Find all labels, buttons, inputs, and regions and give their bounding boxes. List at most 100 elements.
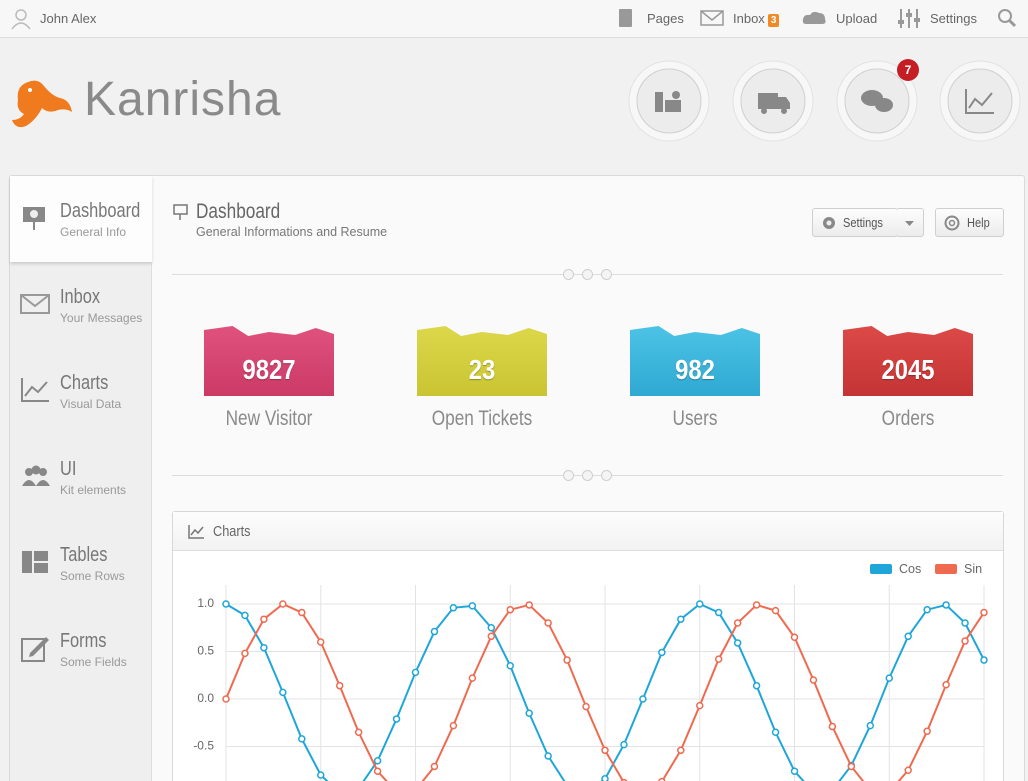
data-point xyxy=(809,676,818,684)
data-point xyxy=(430,627,439,636)
data-point xyxy=(904,766,912,774)
y-tick-label: -0.5 xyxy=(193,739,214,753)
data-point xyxy=(506,605,514,614)
sidebar-icon xyxy=(20,294,50,314)
logo-text[interactable]: Kanrisha xyxy=(84,73,282,126)
stat-card[interactable]: 23 xyxy=(417,326,547,396)
data-point xyxy=(771,728,780,736)
sidebar-item[interactable]: UI Kit elements xyxy=(10,434,151,520)
sidebar-subtitle: Kit elements xyxy=(60,483,127,497)
stat-card[interactable]: 2045 xyxy=(843,326,973,396)
data-point xyxy=(601,746,609,755)
data-point xyxy=(317,771,325,779)
data-point xyxy=(449,604,458,612)
sidebar-title: Dashboard xyxy=(60,200,141,222)
data-point xyxy=(752,601,761,609)
settings-button[interactable]: Settings xyxy=(812,208,898,237)
nav-item[interactable]: Upload xyxy=(836,11,877,26)
sidebar-item[interactable]: Forms Some Fields xyxy=(10,606,151,692)
data-point xyxy=(241,649,249,658)
y-tick-label: 0.0 xyxy=(197,691,214,705)
sidebar-item[interactable]: Inbox Your Messages xyxy=(10,262,151,348)
data-point xyxy=(241,611,249,620)
data-point xyxy=(942,681,950,689)
nav-item[interactable]: Settings xyxy=(930,11,977,26)
data-point xyxy=(335,681,344,690)
data-point xyxy=(677,615,685,623)
stat-label: New Visitor xyxy=(225,407,313,430)
sidebar-subtitle: Some Fields xyxy=(60,655,127,669)
sidebar-item[interactable]: Charts Visual Data xyxy=(10,348,151,434)
data-point xyxy=(430,762,439,771)
sidebar-subtitle: Some Rows xyxy=(60,569,125,583)
data-point xyxy=(392,715,401,723)
gear-icon xyxy=(823,217,835,229)
sidebar-title: Tables xyxy=(60,544,108,566)
data-point xyxy=(449,721,458,730)
legend-swatch xyxy=(870,564,892,574)
data-point xyxy=(563,656,571,664)
help-icon xyxy=(944,215,960,231)
data-point xyxy=(942,601,950,609)
stat-label: Orders xyxy=(881,407,935,430)
divider-dot xyxy=(582,269,593,280)
y-tick-label: 1.0 xyxy=(197,596,214,610)
data-point xyxy=(866,721,875,730)
data-point xyxy=(885,674,893,682)
nav-label: Inbox xyxy=(733,11,765,26)
button-label: Settings xyxy=(843,215,883,230)
nav-label: Pages xyxy=(647,11,684,26)
top-bar: John Alex Pages Inbox 3 Upload Settings xyxy=(0,0,1028,38)
data-point xyxy=(714,608,723,617)
data-point xyxy=(525,601,533,609)
divider-dot xyxy=(563,269,574,280)
data-point xyxy=(279,688,287,697)
stat-value: 9827 xyxy=(242,354,296,385)
caret xyxy=(905,221,914,226)
nav-label: Upload xyxy=(836,11,878,26)
data-point xyxy=(487,624,496,632)
data-point xyxy=(222,600,230,608)
sidebar-subtitle: Visual Data xyxy=(60,397,122,411)
data-point xyxy=(847,762,856,771)
data-point xyxy=(677,746,685,755)
data-point xyxy=(222,695,230,703)
data-point xyxy=(714,655,723,663)
stat-card[interactable]: 9827 xyxy=(204,326,334,396)
data-point xyxy=(260,615,268,623)
data-point xyxy=(601,775,609,781)
data-point xyxy=(904,632,912,641)
header-icon xyxy=(173,204,188,220)
logo-icon xyxy=(12,80,72,128)
user-name[interactable]: John Alex xyxy=(40,11,97,26)
data-point xyxy=(733,639,742,647)
nav-item[interactable]: Pages xyxy=(647,11,684,26)
stat-label: Open Tickets xyxy=(431,407,533,430)
help-button[interactable]: Help xyxy=(935,208,1004,237)
stat-value: 23 xyxy=(468,354,496,385)
panel-title: Charts xyxy=(213,523,251,540)
data-point xyxy=(980,656,988,664)
sidebar-item[interactable]: Dashboard General Info xyxy=(10,176,152,262)
stat-label: Users xyxy=(672,407,718,430)
stat-value: 2045 xyxy=(881,354,935,385)
nav-label: Settings xyxy=(930,11,977,26)
legend-swatch xyxy=(935,564,957,574)
nav-item[interactable]: Inbox 3 xyxy=(733,11,780,27)
data-point xyxy=(582,702,590,711)
data-point xyxy=(961,619,969,627)
stat-card[interactable]: 982 xyxy=(630,326,760,396)
divider-dot xyxy=(601,470,612,481)
sidebar-title: Inbox xyxy=(60,286,101,308)
sidebar-subtitle: Your Messages xyxy=(60,311,143,325)
data-point xyxy=(487,632,496,641)
data-point xyxy=(790,633,799,641)
nav-icons xyxy=(619,9,1016,28)
button-label: Help xyxy=(967,215,990,230)
settings-dropdown[interactable] xyxy=(896,208,924,237)
sidebar-item[interactable]: Tables Some Rows xyxy=(10,520,151,606)
divider-dot xyxy=(582,470,593,481)
data-point xyxy=(525,709,533,717)
sidebar-title: Charts xyxy=(60,372,109,394)
divider-dot xyxy=(563,470,574,481)
